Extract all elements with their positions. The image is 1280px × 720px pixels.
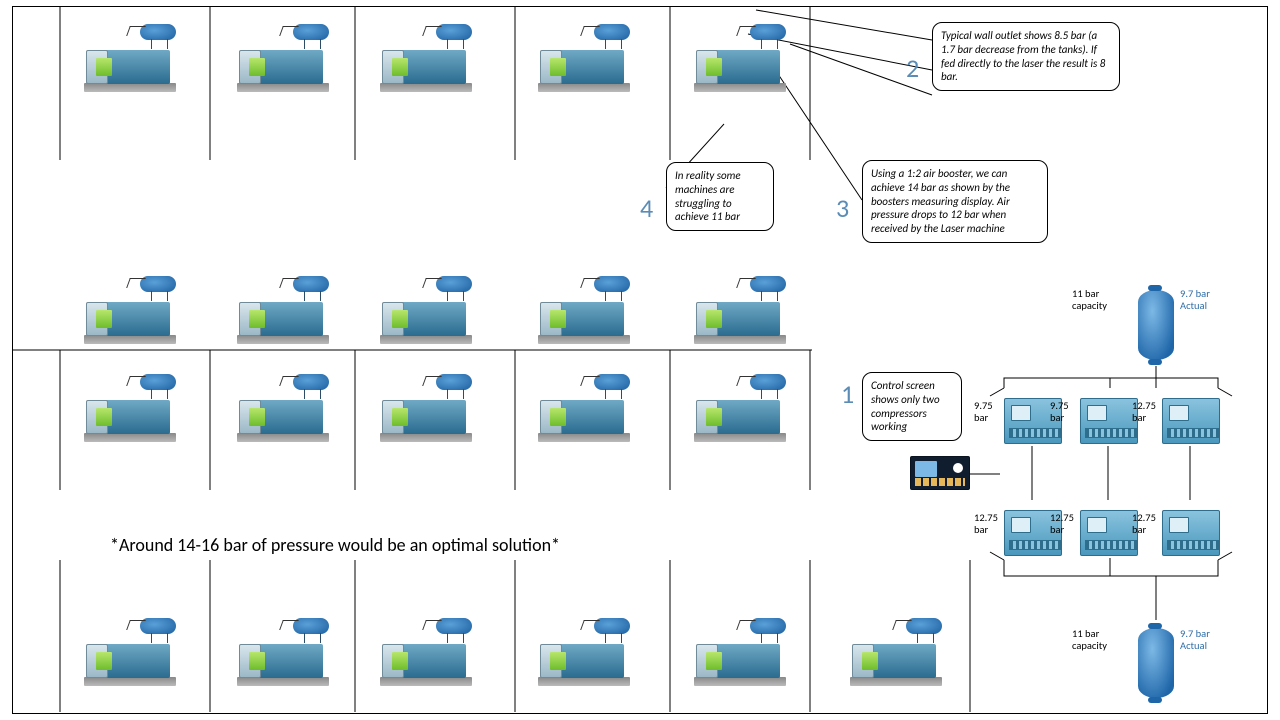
control-panel	[910, 456, 970, 490]
compressor-label: 12.75 bar	[1050, 512, 1084, 535]
compressor-label: 12.75 bar	[1132, 400, 1166, 423]
laser-machine	[82, 374, 182, 442]
tank-bottom-actual: 9.7 bar Actual	[1180, 628, 1230, 651]
compressor-label: 12.75 bar	[1132, 512, 1166, 535]
tank-top-actual: 9.7 bar Actual	[1180, 288, 1230, 311]
laser-machine	[82, 618, 182, 686]
laser-machine	[378, 618, 478, 686]
compressor	[1162, 510, 1220, 556]
laser-machine	[378, 24, 478, 92]
laser-machine	[692, 618, 792, 686]
callout-number-4: 4	[640, 192, 653, 224]
compressor	[1162, 398, 1220, 444]
callout-4: In reality some machines are struggling …	[666, 162, 774, 231]
laser-machine	[235, 24, 335, 92]
laser-machine	[848, 618, 948, 686]
laser-machine	[378, 374, 478, 442]
laser-machine	[82, 24, 182, 92]
diagram-frame	[12, 6, 1268, 714]
laser-machine	[235, 618, 335, 686]
laser-machine	[536, 276, 636, 344]
compressor-label: 9.75 bar	[974, 400, 1008, 423]
laser-machine	[692, 374, 792, 442]
laser-machine	[536, 24, 636, 92]
callout-3: Using a 1:2 air booster, we can achieve …	[862, 160, 1048, 243]
tank-top-capacity: 11 bar capacity	[1072, 288, 1122, 311]
compressor-label: 12.75 bar	[974, 512, 1008, 535]
conclusion-text: *Around 14-16 bar of pressure would be a…	[110, 534, 560, 556]
callout-number-2: 2	[906, 52, 919, 84]
callout-1: Control screen shows only two compressor…	[862, 372, 962, 441]
laser-machine	[536, 374, 636, 442]
laser-machine	[235, 374, 335, 442]
laser-machine	[82, 276, 182, 344]
callout-2: Typical wall outlet shows 8.5 bar (a 1.7…	[932, 22, 1120, 91]
tank-top	[1138, 290, 1174, 360]
compressor	[1080, 510, 1138, 556]
laser-machine	[536, 618, 636, 686]
callout-number-3: 3	[836, 192, 849, 224]
laser-machine	[692, 24, 792, 92]
tank-bottom	[1138, 628, 1174, 698]
laser-machine	[235, 276, 335, 344]
laser-machine	[692, 276, 792, 344]
compressor	[1080, 398, 1138, 444]
callout-number-1: 1	[841, 378, 854, 410]
laser-machine	[378, 276, 478, 344]
compressor-label: 9.75 bar	[1050, 400, 1084, 423]
tank-bottom-capacity: 11 bar capacity	[1072, 628, 1122, 651]
